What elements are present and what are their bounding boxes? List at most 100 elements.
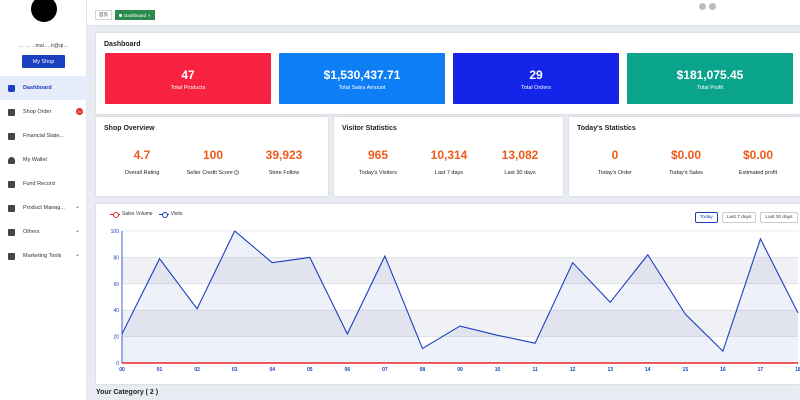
wallet-icon <box>8 156 15 164</box>
store-follow-metric: 39,923 Store Follow <box>256 148 312 176</box>
metric-value: 39,923 <box>265 148 303 162</box>
grid-icon <box>8 228 15 236</box>
x-tick-label: 07 <box>382 367 388 373</box>
sidebar-item-label: Shop Order <box>23 109 52 115</box>
notification-icon[interactable] <box>699 3 706 10</box>
x-tick-label: 03 <box>232 367 238 373</box>
close-icon[interactable]: × <box>148 12 151 18</box>
metric-value: 100 <box>202 148 224 162</box>
chart-card <box>96 204 800 384</box>
series-line-visits <box>121 230 799 353</box>
legend-visits[interactable]: Visits <box>158 211 183 218</box>
metric-value: $0.00 <box>742 148 774 162</box>
total-orders-tile: 29 Total Orders <box>453 53 619 104</box>
dashboard-title: Dashboard <box>104 41 141 48</box>
document-icon <box>8 132 15 140</box>
avatar[interactable] <box>31 0 57 22</box>
y-tick-label: 60 <box>113 282 119 288</box>
order-count-badge: 10 <box>76 108 83 115</box>
cart-icon <box>8 108 15 116</box>
range-buttons: Today Last 7 days Last 30 days <box>695 212 798 223</box>
sidebar-item-label: My Wallet <box>23 157 47 163</box>
metric-label: Last 30 days <box>504 170 536 176</box>
x-tick-label: 04 <box>269 367 275 373</box>
sidebar-item-product-management[interactable]: Product Manag... ⌄ <box>0 196 87 220</box>
sidebar-item-marketing-tools[interactable]: Marketing Tools ⌄ <box>0 244 87 268</box>
help-icon[interactable]: ? <box>234 170 240 176</box>
metric-value: 965 <box>367 148 389 162</box>
x-tick-label: 09 <box>457 367 463 373</box>
tile-value: 47 <box>181 68 195 82</box>
tab-dashboard[interactable]: Dashboard × <box>115 10 155 20</box>
sidebar-item-financial-statement[interactable]: Financial State... <box>0 124 87 148</box>
dashboard-card: Dashboard 47 Total Products $1,530,437.7… <box>96 33 800 114</box>
tile-value: $1,530,437.71 <box>323 68 401 82</box>
total-sales-tile: $1,530,437.71 Total Sales Amount <box>279 53 445 104</box>
legend-label: Visits <box>170 211 183 217</box>
home-icon <box>8 84 15 92</box>
visits-line-chart: 0 20 40 60 80 100 00 01 02 03 04 05 06 07 08 09 10 11 12 13… <box>111 229 800 373</box>
x-tick-label: 17 <box>758 367 764 373</box>
overall-rating-metric: 4.7 Overall Rating <box>114 148 170 176</box>
tile-label: Total Products <box>170 85 206 91</box>
megaphone-icon <box>8 252 15 260</box>
sidebar-item-shop-order[interactable]: Shop Order 10 <box>0 100 87 124</box>
tile-label: Total Orders <box>521 85 551 91</box>
x-tick-label: 12 <box>570 367 576 373</box>
top-icons <box>696 0 718 10</box>
sidebar-item-dashboard[interactable]: Dashboard <box>0 76 87 100</box>
tile-label: Total Sales Amount <box>338 85 386 91</box>
sidebar-item-my-wallet[interactable]: My Wallet <box>0 148 87 172</box>
sidebar-item-label: Dashboard <box>23 85 52 91</box>
estimated-profit-metric: $0.00 Estimated profit <box>727 148 789 176</box>
metric-label: Store Follow <box>268 170 300 176</box>
language-icon[interactable] <box>709 3 716 10</box>
metric-label: Today's Visitors <box>359 170 397 176</box>
x-tick-label: 15 <box>683 367 689 373</box>
metric-label: Overall Rating <box>124 170 160 176</box>
range-last-30-days-button[interactable]: Last 30 days <box>760 212 798 223</box>
sidebar-item-label: Others <box>23 229 40 235</box>
legend-sales-volume[interactable]: Sales Volume <box>110 211 153 218</box>
tab-home[interactable]: 首页 <box>95 10 112 20</box>
my-shop-button[interactable]: My Shop <box>22 55 65 68</box>
visitor-statistics-card: Visitor Statistics 965 Today's Visitors … <box>334 117 563 196</box>
sidebar-item-label: Financial State... <box>23 133 64 139</box>
x-tick-label: 11 <box>532 367 538 373</box>
x-tick-label: 02 <box>194 367 200 373</box>
x-tick-label: 13 <box>607 367 613 373</box>
x-tick-label: 01 <box>157 367 163 373</box>
range-today-button[interactable]: Today <box>695 212 718 223</box>
x-tick-label: 08 <box>420 367 426 373</box>
legend-marker-icon <box>110 211 120 218</box>
tile-value: $181,075.45 <box>676 68 744 82</box>
todays-statistics-card: Today's Statistics 0 Today's Order $0.00… <box>569 117 800 196</box>
range-last-7-days-button[interactable]: Last 7 days <box>721 212 757 223</box>
chevron-down-icon: ⌄ <box>74 204 80 210</box>
x-tick-label: 16 <box>720 367 726 373</box>
visits-area <box>122 231 798 363</box>
y-tick-label: 40 <box>113 308 119 314</box>
y-tick-label: 0 <box>116 361 119 367</box>
todays-visitors-metric: 965 Today's Visitors <box>350 148 406 176</box>
metric-label: Seller Credit Score <box>186 170 233 176</box>
record-icon <box>8 180 15 188</box>
last-7-days-metric: 10,314 Last 7 days <box>421 148 477 176</box>
todays-sales-metric: $0.00 Today's Sales <box>658 148 714 176</box>
x-tick-label: 05 <box>307 367 313 373</box>
metric-label: Estimated profit <box>738 170 778 176</box>
sidebar-item-label: Marketing Tools <box>23 253 62 259</box>
sidebar-item-others[interactable]: Others ⌄ <box>0 220 87 244</box>
legend-marker-icon <box>158 211 169 218</box>
sidebar-item-fund-record[interactable]: Fund Record <box>0 172 87 196</box>
visitor-statistics-title: Visitor Statistics <box>342 125 397 132</box>
shop-overview-card: Shop Overview 4.7 Overall Rating 100 Sel… <box>96 117 328 196</box>
y-tick-label: 100 <box>111 229 120 235</box>
total-products-tile: 47 Total Products <box>105 53 271 104</box>
sidebar-item-label: Fund Record <box>23 181 55 187</box>
metric-value: $0.00 <box>670 148 702 162</box>
legend-label: Sales Volume <box>122 211 153 217</box>
metric-label: Today's Order <box>597 170 633 176</box>
sidebar: … … ..mai….n@qi... My Shop Dashboard Sho… <box>0 0 87 400</box>
metric-label-row: Seller Credit Score ? <box>180 170 246 176</box>
